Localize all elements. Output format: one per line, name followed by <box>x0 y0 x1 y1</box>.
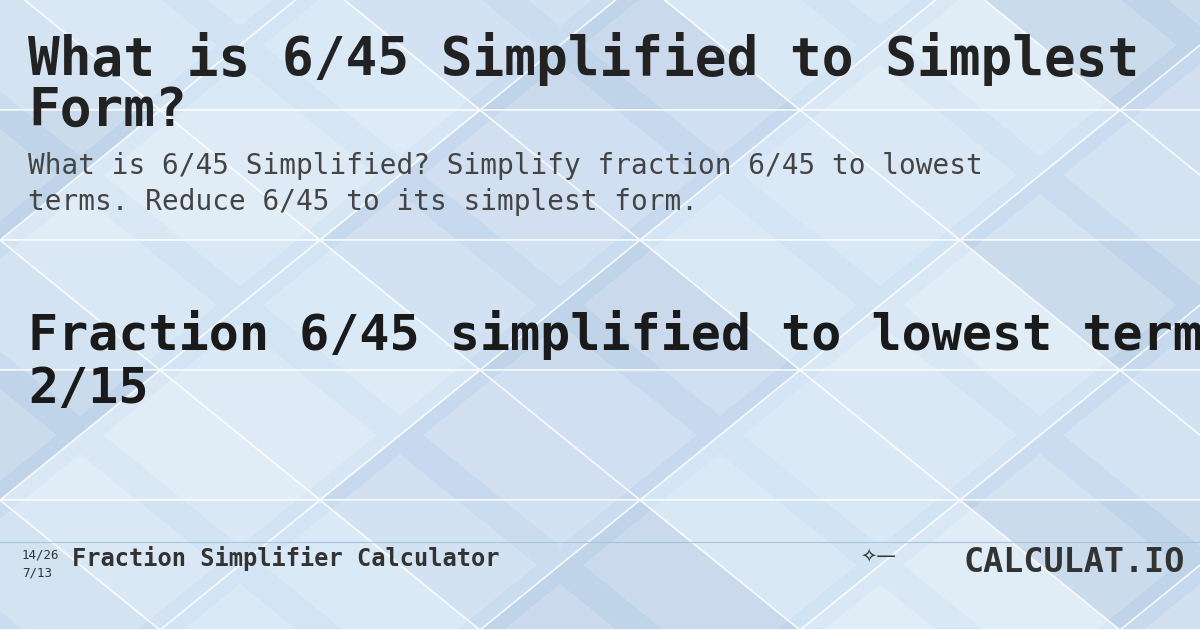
Polygon shape <box>744 585 1016 630</box>
Polygon shape <box>0 110 320 240</box>
Text: 14/26: 14/26 <box>22 548 60 561</box>
Polygon shape <box>160 240 480 370</box>
Polygon shape <box>480 240 800 370</box>
Polygon shape <box>424 0 696 25</box>
Polygon shape <box>1064 585 1200 630</box>
Polygon shape <box>104 0 376 25</box>
Polygon shape <box>744 0 1016 25</box>
Polygon shape <box>0 0 320 110</box>
Polygon shape <box>160 110 480 240</box>
Polygon shape <box>800 0 1120 110</box>
Polygon shape <box>0 370 320 500</box>
Polygon shape <box>1064 0 1200 25</box>
Polygon shape <box>480 500 800 630</box>
Polygon shape <box>640 0 960 110</box>
Polygon shape <box>800 500 1120 630</box>
Polygon shape <box>0 240 160 370</box>
Polygon shape <box>640 370 960 500</box>
Polygon shape <box>0 500 160 630</box>
Polygon shape <box>960 500 1200 630</box>
Text: Fraction 6/45 simplified to lowest terms is: Fraction 6/45 simplified to lowest terms… <box>28 310 1200 360</box>
Polygon shape <box>0 0 160 110</box>
Text: Form?: Form? <box>28 85 187 137</box>
Polygon shape <box>744 64 1016 285</box>
Polygon shape <box>0 0 56 25</box>
Polygon shape <box>584 0 856 156</box>
Polygon shape <box>104 324 376 546</box>
Polygon shape <box>320 110 640 240</box>
Polygon shape <box>1120 500 1200 630</box>
Polygon shape <box>264 195 536 416</box>
Polygon shape <box>0 454 216 630</box>
Polygon shape <box>904 454 1176 630</box>
Polygon shape <box>320 0 640 110</box>
Polygon shape <box>960 110 1200 240</box>
Polygon shape <box>1064 324 1200 546</box>
Polygon shape <box>320 500 640 630</box>
Polygon shape <box>264 454 536 630</box>
Polygon shape <box>1064 64 1200 285</box>
Polygon shape <box>960 370 1200 500</box>
Polygon shape <box>960 0 1200 110</box>
Text: What is 6/45 Simplified to Simplest: What is 6/45 Simplified to Simplest <box>28 32 1139 86</box>
Polygon shape <box>480 110 800 240</box>
Polygon shape <box>0 500 320 630</box>
Polygon shape <box>104 64 376 285</box>
Polygon shape <box>424 324 696 546</box>
Polygon shape <box>0 240 320 370</box>
Polygon shape <box>424 585 696 630</box>
Polygon shape <box>160 370 480 500</box>
Polygon shape <box>744 324 1016 546</box>
Polygon shape <box>480 370 800 500</box>
Polygon shape <box>1120 110 1200 240</box>
Text: 2/15: 2/15 <box>28 365 149 413</box>
Text: Fraction Simplifier Calculator: Fraction Simplifier Calculator <box>72 546 499 571</box>
Polygon shape <box>584 454 856 630</box>
Polygon shape <box>1120 0 1200 110</box>
Polygon shape <box>0 0 216 156</box>
Polygon shape <box>160 0 480 110</box>
Polygon shape <box>0 64 56 285</box>
Polygon shape <box>0 195 216 416</box>
Polygon shape <box>1120 370 1200 500</box>
Polygon shape <box>1120 240 1200 370</box>
Polygon shape <box>0 324 56 546</box>
Polygon shape <box>960 240 1200 370</box>
Polygon shape <box>160 500 480 630</box>
Text: terms. Reduce 6/45 to its simplest form.: terms. Reduce 6/45 to its simplest form. <box>28 188 698 216</box>
Polygon shape <box>640 110 960 240</box>
Polygon shape <box>424 64 696 285</box>
Text: 7/13: 7/13 <box>22 566 52 579</box>
Polygon shape <box>800 240 1120 370</box>
Polygon shape <box>904 195 1176 416</box>
Polygon shape <box>320 370 640 500</box>
Polygon shape <box>800 370 1120 500</box>
Text: CALCULAT.IO: CALCULAT.IO <box>964 546 1186 579</box>
Polygon shape <box>104 585 376 630</box>
Polygon shape <box>904 0 1176 156</box>
Polygon shape <box>640 240 960 370</box>
Polygon shape <box>0 370 160 500</box>
Polygon shape <box>264 0 536 156</box>
Text: What is 6/45 Simplified? Simplify fraction 6/45 to lowest: What is 6/45 Simplified? Simplify fracti… <box>28 152 983 180</box>
Polygon shape <box>640 500 960 630</box>
Text: ✧—: ✧— <box>860 546 896 565</box>
Polygon shape <box>0 585 56 630</box>
Polygon shape <box>320 240 640 370</box>
Polygon shape <box>800 110 1120 240</box>
Polygon shape <box>0 110 160 240</box>
Polygon shape <box>480 0 800 110</box>
Polygon shape <box>584 195 856 416</box>
